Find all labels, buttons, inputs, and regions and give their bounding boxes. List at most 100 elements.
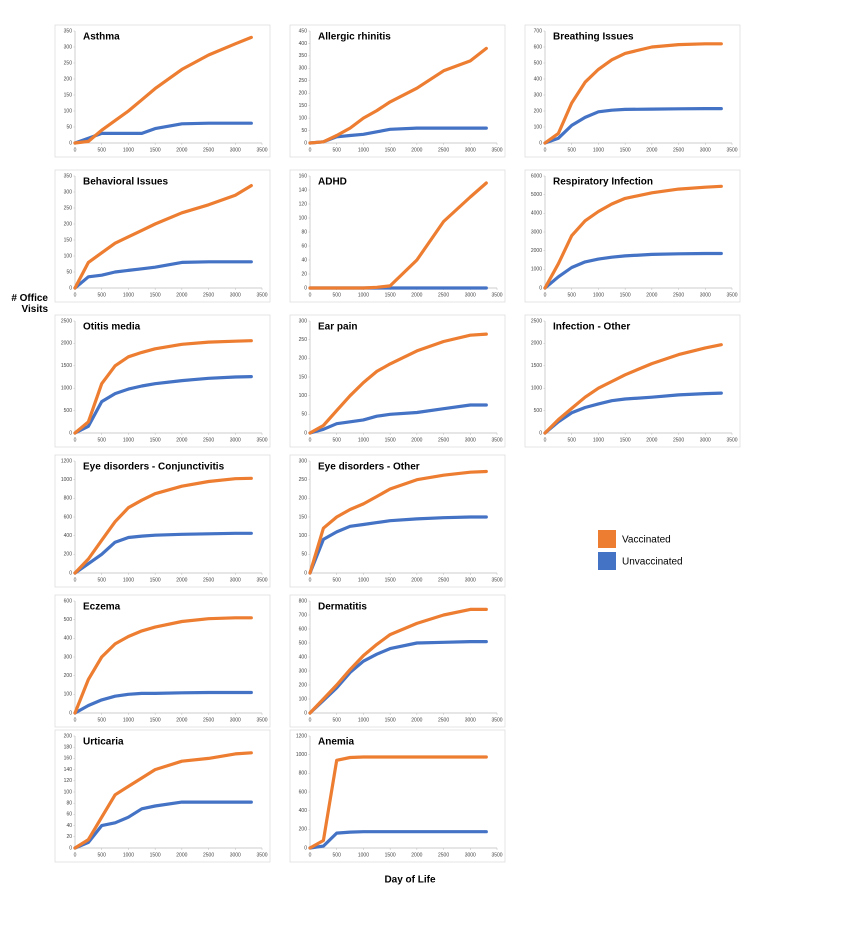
y-tick-label: 1000	[61, 386, 72, 392]
chart-title: Urticaria	[83, 737, 124, 748]
y-tick-label: 0	[69, 285, 72, 291]
y-tick-label: 600	[299, 789, 308, 795]
x-tick-label: 2500	[203, 437, 214, 443]
x-tick-label: 2000	[176, 717, 187, 723]
x-tick-label: 1000	[123, 437, 134, 443]
panel-border	[524, 314, 741, 448]
series-line	[543, 42, 723, 145]
x-tick-label: 0	[74, 717, 77, 723]
x-tick-label: 2000	[646, 437, 657, 443]
y-tick-label: 6000	[531, 173, 542, 179]
y-tick-label: 60	[66, 812, 72, 818]
panel-border	[54, 24, 271, 158]
y-tick-label: 400	[299, 808, 308, 814]
panel-border	[54, 729, 271, 863]
y-tick-label: 2000	[531, 341, 542, 347]
y-tick-label: 200	[299, 827, 308, 833]
series-line	[73, 375, 253, 435]
y-tick-label: 0	[539, 140, 542, 146]
y-tick-label: 1000	[61, 477, 72, 483]
y-tick-label: 200	[299, 91, 308, 97]
x-tick-label: 1500	[620, 437, 631, 443]
series-line	[308, 469, 488, 575]
y-tick-label: 20	[301, 271, 307, 277]
x-tick-label: 3000	[230, 292, 241, 298]
x-tick-label: 500	[98, 577, 107, 583]
x-tick-label: 3000	[465, 147, 476, 153]
x-tick-label: 1000	[358, 147, 369, 153]
x-tick-label: 3000	[465, 577, 476, 583]
y-tick-label: 2000	[531, 248, 542, 254]
x-tick-label: 2000	[176, 147, 187, 153]
x-tick-label: 2500	[438, 852, 449, 858]
series-line	[308, 181, 488, 290]
y-tick-label: 120	[64, 778, 73, 784]
x-tick-label: 3500	[256, 577, 267, 583]
panel-border	[289, 169, 506, 303]
legend-label: Unvaccinated	[622, 557, 683, 568]
x-tick-label: 0	[309, 717, 312, 723]
x-tick-label: 3000	[230, 717, 241, 723]
x-tick-label: 1000	[593, 147, 604, 153]
y-tick-label: 50	[301, 412, 307, 418]
x-tick-label: 1500	[385, 437, 396, 443]
x-tick-label: 1000	[358, 437, 369, 443]
y-tick-label: 80	[66, 801, 72, 807]
y-tick-label: 300	[299, 66, 308, 72]
series-line	[308, 403, 488, 435]
y-tick-label: 1000	[296, 752, 307, 758]
x-tick-label: 500	[98, 437, 107, 443]
x-tick-label: 3000	[700, 437, 711, 443]
x-tick-label: 3500	[256, 147, 267, 153]
x-tick-label: 3500	[726, 147, 737, 153]
chart-title: Respiratory Infection	[553, 177, 653, 188]
y-tick-label: 40	[301, 257, 307, 263]
series-line	[73, 121, 253, 145]
x-tick-label: 500	[98, 852, 107, 858]
series-line	[308, 755, 488, 850]
x-tick-label: 2500	[438, 292, 449, 298]
x-tick-label: 500	[568, 292, 577, 298]
x-tick-label: 3500	[726, 437, 737, 443]
series-line	[543, 106, 723, 145]
x-tick-label: 2500	[203, 292, 214, 298]
x-tick-label: 0	[74, 852, 77, 858]
chart-panel: 0 1000 2000 3000 4000 5000 6000 0 500 1000 1500 200…	[524, 169, 741, 303]
y-tick-label: 250	[299, 337, 308, 343]
series-line	[308, 332, 488, 435]
y-tick-label: 0	[69, 430, 72, 436]
y-tick-label: 1000	[531, 267, 542, 273]
y-tick-label: 2500	[531, 318, 542, 324]
y-tick-label: 800	[64, 496, 73, 502]
x-tick-label: 2000	[176, 437, 187, 443]
y-tick-label: 150	[64, 92, 73, 98]
x-tick-label: 3500	[491, 717, 502, 723]
chart-title: Behavioral Issues	[83, 177, 168, 188]
x-tick-label: 500	[333, 437, 342, 443]
y-tick-label: 50	[66, 269, 72, 275]
x-tick-label: 0	[544, 292, 547, 298]
x-tick-label: 3500	[491, 852, 502, 858]
x-tick-label: 3500	[256, 292, 267, 298]
y-tick-label: 450	[299, 28, 308, 34]
y-tick-label: 0	[304, 430, 307, 436]
chart-title: Eye disorders - Conjunctivitis	[83, 462, 225, 473]
x-tick-label: 500	[568, 147, 577, 153]
y-tick-label: 300	[64, 44, 73, 50]
series-line	[73, 800, 253, 850]
series-line	[308, 46, 488, 145]
x-tick-label: 2000	[176, 852, 187, 858]
x-tick-label: 0	[309, 852, 312, 858]
x-tick-label: 2000	[411, 577, 422, 583]
y-tick-label: 150	[299, 374, 308, 380]
y-tick-label: 0	[539, 285, 542, 291]
series-line	[308, 639, 488, 715]
chart-panel: 0 100 200 300 400 500 600 0 500 1000 1500 2000 2500 3…	[54, 594, 271, 728]
panel-border	[289, 24, 506, 158]
y-tick-label: 200	[299, 682, 308, 688]
y-tick-label: 800	[299, 771, 308, 777]
chart-title: Infection - Other	[553, 322, 630, 333]
series-line	[543, 184, 723, 290]
y-tick-label: 2000	[61, 341, 72, 347]
